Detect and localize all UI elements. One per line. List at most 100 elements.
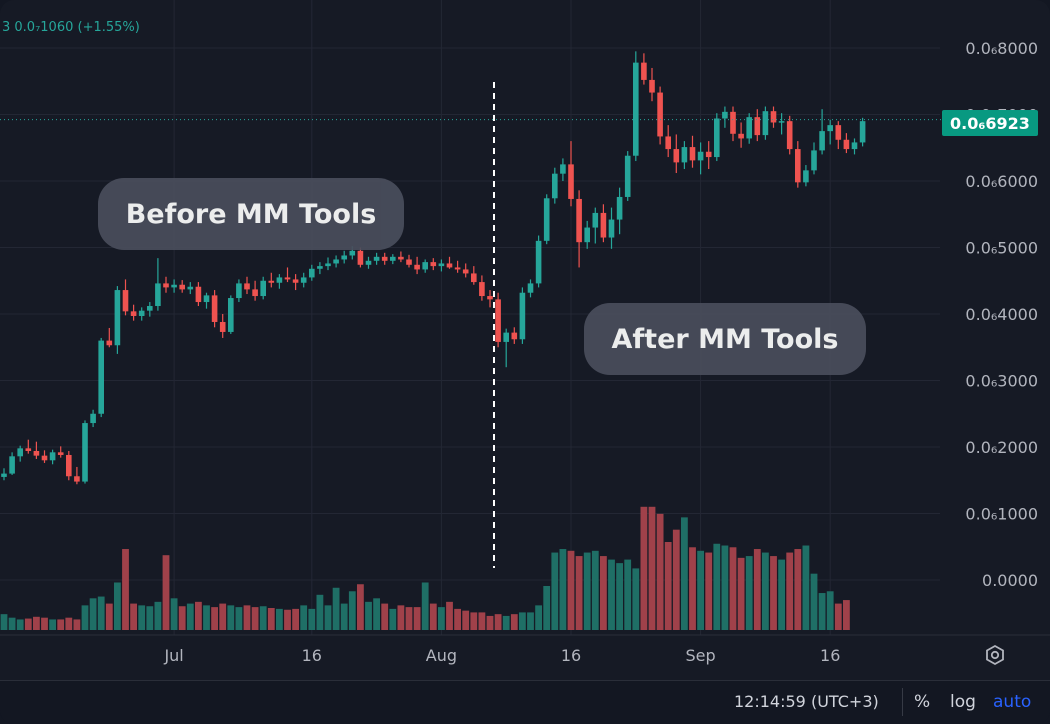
volume-bar <box>300 605 308 630</box>
candle-body <box>390 256 396 261</box>
log-scale-button[interactable]: log <box>950 692 976 712</box>
volume-bar <box>397 605 405 630</box>
volume-bar <box>689 547 696 630</box>
percent-scale-button[interactable]: % <box>914 692 931 712</box>
candle-body <box>681 147 688 163</box>
candle-body <box>333 259 339 264</box>
bottom-toolbar <box>0 680 1050 724</box>
candle-body <box>33 450 40 456</box>
candle-body <box>795 149 801 183</box>
candle-body <box>560 164 566 174</box>
candle-body <box>819 131 825 151</box>
volume-bar <box>146 606 154 630</box>
candle-body <box>122 290 129 312</box>
volume-bar <box>413 607 421 630</box>
volume-bar <box>664 542 672 630</box>
volume-bar <box>89 598 97 630</box>
volume-bar <box>259 606 267 630</box>
volume-bar <box>154 601 162 630</box>
toolbar-divider <box>902 688 903 716</box>
volume-bar <box>551 552 559 630</box>
volume-bar <box>462 610 470 630</box>
volume-bar <box>575 556 583 630</box>
y-tick-label: 0.0₆1000 <box>965 505 1038 524</box>
clock-readout[interactable]: 12:14:59 (UTC+3) <box>734 692 879 711</box>
candle-body <box>746 117 752 139</box>
candle-body <box>527 283 534 293</box>
volume-bar <box>186 603 194 630</box>
settings-gear-icon[interactable] <box>984 644 1006 666</box>
candle-body <box>41 455 48 461</box>
candle-body <box>430 262 437 267</box>
volume-bar <box>332 587 340 630</box>
volume-bar <box>340 603 348 630</box>
volume-bar <box>227 605 235 630</box>
candle-body <box>195 286 202 303</box>
volume-bar <box>130 603 137 630</box>
candle-body <box>106 340 113 346</box>
candle-body <box>300 277 307 283</box>
candle-body <box>74 476 80 482</box>
candle-body <box>851 142 858 150</box>
candle-body <box>163 283 169 288</box>
candle-body <box>754 117 761 136</box>
volume-bar <box>357 584 364 630</box>
candle-body <box>762 111 769 136</box>
symbol-change-readout: 3 0.0₇1060 (+1.55%) <box>2 20 140 35</box>
candle-body <box>373 256 380 261</box>
candle-body <box>576 198 582 243</box>
candle-body <box>803 170 809 183</box>
volume-bar <box>49 619 56 630</box>
candle-body <box>641 62 647 80</box>
volume-bar <box>729 547 737 630</box>
volume-bar <box>705 552 713 630</box>
candle-body <box>325 263 331 267</box>
volume-bar <box>818 593 826 630</box>
candle-body <box>495 299 501 342</box>
candle-body <box>398 256 404 260</box>
candle-body <box>649 79 655 93</box>
volume-bar <box>243 605 251 630</box>
volume-bar <box>65 617 73 630</box>
candle-body <box>778 121 785 123</box>
volume-bar <box>308 608 316 630</box>
volume-bar <box>510 614 518 630</box>
volume-bar <box>470 612 478 630</box>
volume-bar <box>211 607 218 630</box>
volume-bar <box>778 559 785 630</box>
candle-body <box>730 111 736 134</box>
volume-bar <box>583 552 591 630</box>
x-tick-label: 16 <box>820 646 840 665</box>
after-annotation: After MM Tools <box>584 303 866 375</box>
candle-body <box>1 473 7 477</box>
volume-bar <box>446 601 453 630</box>
candle-body <box>414 264 420 270</box>
candle-body <box>738 133 744 139</box>
volume-bar <box>794 549 802 630</box>
volume-bar <box>235 607 243 630</box>
candle-body <box>357 250 364 265</box>
candle-body <box>568 164 574 199</box>
candle-body <box>608 219 615 238</box>
volume-bar <box>405 607 413 630</box>
volume-bar <box>502 615 510 630</box>
candle-body <box>219 321 226 332</box>
volume-bar <box>114 582 121 630</box>
candle-body <box>552 173 558 199</box>
candle-body <box>130 311 137 316</box>
candle-body <box>66 454 72 477</box>
volume-bar <box>616 563 623 630</box>
volume-bar <box>421 582 429 630</box>
volume-bar <box>105 603 113 630</box>
candle-body <box>519 292 526 340</box>
y-tick-label: 0.0₆6000 <box>965 172 1038 191</box>
candle-body <box>535 240 542 284</box>
candle-body <box>260 280 266 297</box>
volume-bar <box>251 607 259 630</box>
auto-scale-button[interactable]: auto <box>993 692 1032 712</box>
candle-body <box>90 413 96 424</box>
volume-bar <box>648 506 656 630</box>
volume-bar <box>33 616 40 630</box>
volume-bar <box>0 614 8 630</box>
